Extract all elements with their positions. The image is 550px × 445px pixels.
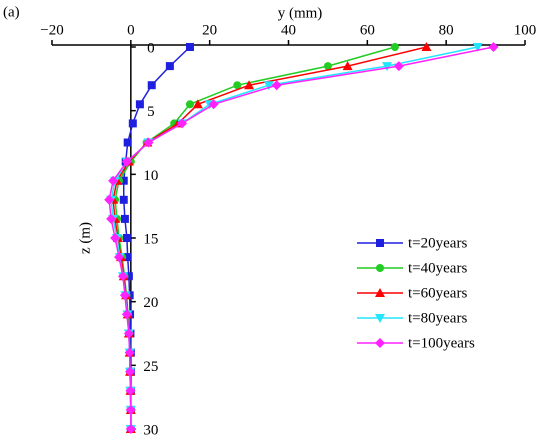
marker xyxy=(125,385,136,396)
marker xyxy=(119,176,128,185)
marker xyxy=(382,62,393,72)
y-tick-label: 20 xyxy=(143,295,158,311)
marker xyxy=(110,233,121,243)
marker xyxy=(271,80,282,91)
marker xyxy=(120,214,129,223)
legend-label: t=40years xyxy=(408,260,467,276)
y-tick-label: 15 xyxy=(143,231,158,247)
marker xyxy=(376,264,384,272)
marker xyxy=(192,99,203,109)
y-tick-label: 30 xyxy=(143,422,158,438)
marker xyxy=(421,42,432,51)
x-axis-label: y (mm) xyxy=(278,5,323,21)
legend-label: t=100years xyxy=(408,335,475,351)
marker xyxy=(125,366,136,377)
marker xyxy=(375,288,385,297)
marker xyxy=(244,80,255,90)
marker xyxy=(121,309,132,320)
marker xyxy=(488,42,499,52)
marker xyxy=(122,234,131,242)
x-tick-label: 0 xyxy=(127,22,135,38)
marker xyxy=(208,99,219,110)
marker xyxy=(165,62,174,71)
legend-label: t=60years xyxy=(408,285,467,301)
marker xyxy=(135,100,144,109)
marker xyxy=(472,43,483,52)
marker xyxy=(143,137,154,148)
y-tick-label: 25 xyxy=(143,359,158,375)
y-tick-label: 10 xyxy=(143,168,158,184)
marker xyxy=(123,253,132,262)
x-tick-label: 60 xyxy=(360,22,375,38)
y-tick-label: 0 xyxy=(147,40,155,56)
marker xyxy=(375,314,385,323)
annotation: (a) xyxy=(3,4,20,20)
marker xyxy=(177,118,188,129)
marker xyxy=(263,81,274,91)
marker xyxy=(121,156,132,167)
marker xyxy=(376,239,384,247)
marker xyxy=(233,81,242,90)
marker xyxy=(390,43,399,51)
marker xyxy=(147,81,156,90)
series xyxy=(104,42,499,434)
marker xyxy=(119,195,128,204)
marker xyxy=(119,290,130,301)
y-tick-label: 5 xyxy=(147,104,155,120)
line xyxy=(112,46,427,429)
x-tick-label: 100 xyxy=(514,22,537,38)
x-tick-label: −20 xyxy=(40,22,63,38)
marker xyxy=(128,119,137,128)
marker xyxy=(124,347,135,358)
legend-label: t=80years xyxy=(408,310,467,326)
marker xyxy=(114,252,125,263)
marker xyxy=(125,404,136,415)
x-tick-label: 40 xyxy=(281,22,296,38)
marker xyxy=(106,213,117,224)
marker xyxy=(108,175,119,186)
marker xyxy=(185,100,194,109)
x-tick-label: 80 xyxy=(439,22,454,38)
x-tick-label: 20 xyxy=(202,22,217,38)
marker xyxy=(104,194,115,205)
marker xyxy=(124,272,133,281)
legend-label: t=20years xyxy=(408,235,467,251)
y-axis-label: z (m) xyxy=(77,222,93,254)
marker xyxy=(123,138,132,147)
marker xyxy=(185,43,194,51)
marker xyxy=(123,328,134,339)
marker xyxy=(342,61,353,71)
marker xyxy=(323,62,332,71)
marker xyxy=(375,338,385,348)
marker xyxy=(117,271,128,282)
marker xyxy=(393,61,404,72)
marker xyxy=(125,424,136,434)
